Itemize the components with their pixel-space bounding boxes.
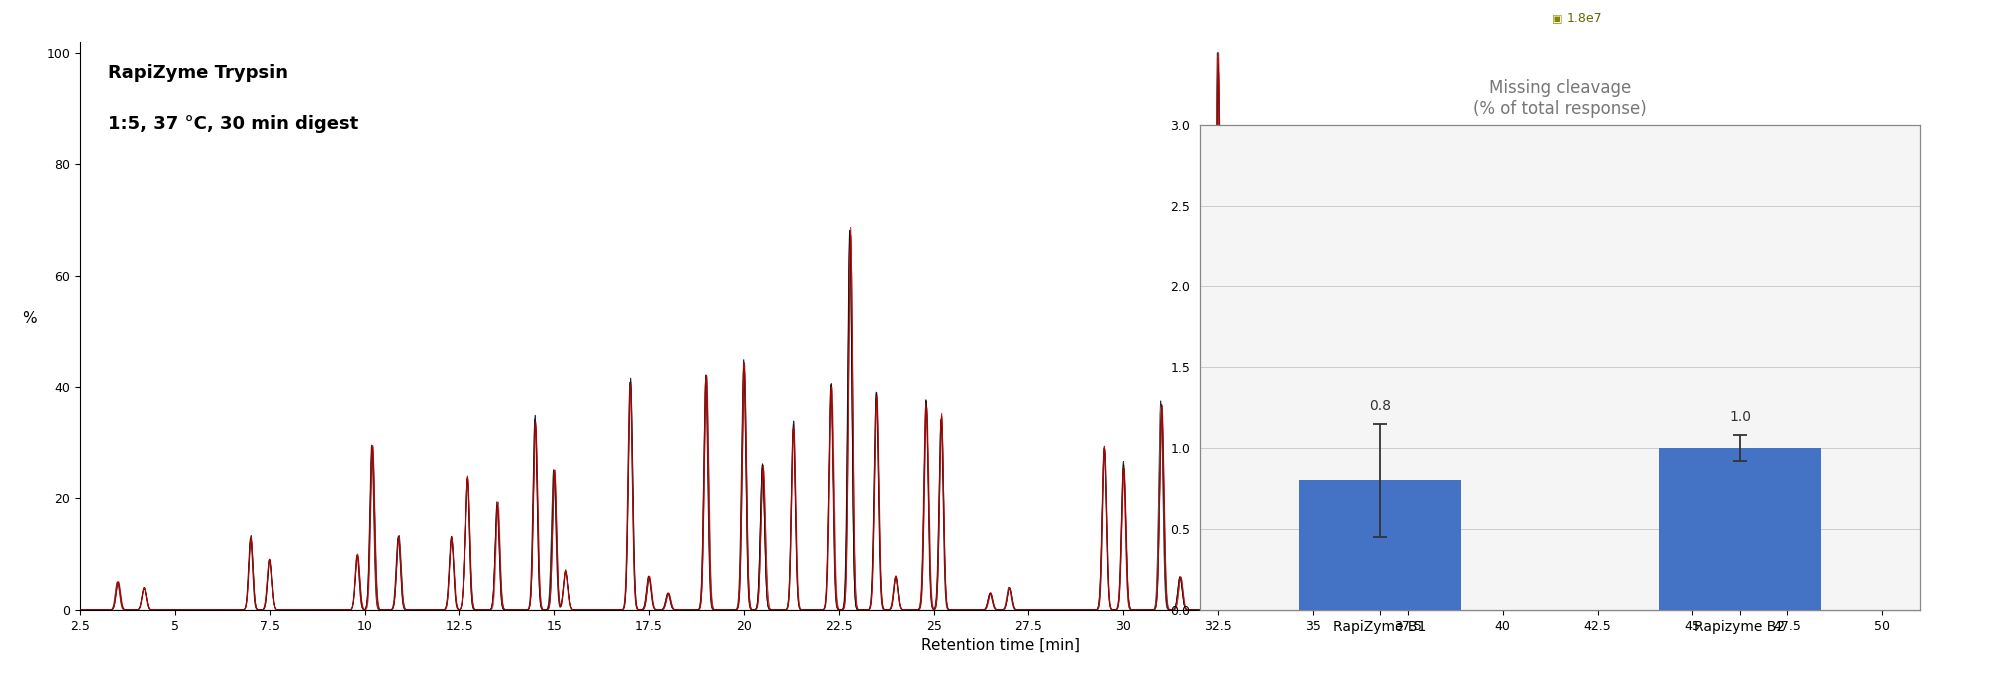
Text: 1:5, 37 °C, 30 min digest: 1:5, 37 °C, 30 min digest [108, 116, 358, 134]
Text: ▣: ▣ [1552, 15, 1562, 24]
Text: 0.8: 0.8 [1368, 398, 1392, 412]
Bar [1300, 480, 1460, 610]
Text: 1.0: 1.0 [1728, 410, 1752, 424]
Y-axis label: %: % [22, 310, 38, 326]
Bar [1660, 448, 1820, 610]
X-axis label: Retention time [min]: Retention time [min] [920, 638, 1080, 653]
Title: Missing cleavage
(% of total response): Missing cleavage (% of total response) [1474, 79, 1646, 118]
Text: 1.8e7: 1.8e7 [1566, 12, 1602, 24]
Text: RapiZyme Trypsin: RapiZyme Trypsin [108, 64, 288, 82]
